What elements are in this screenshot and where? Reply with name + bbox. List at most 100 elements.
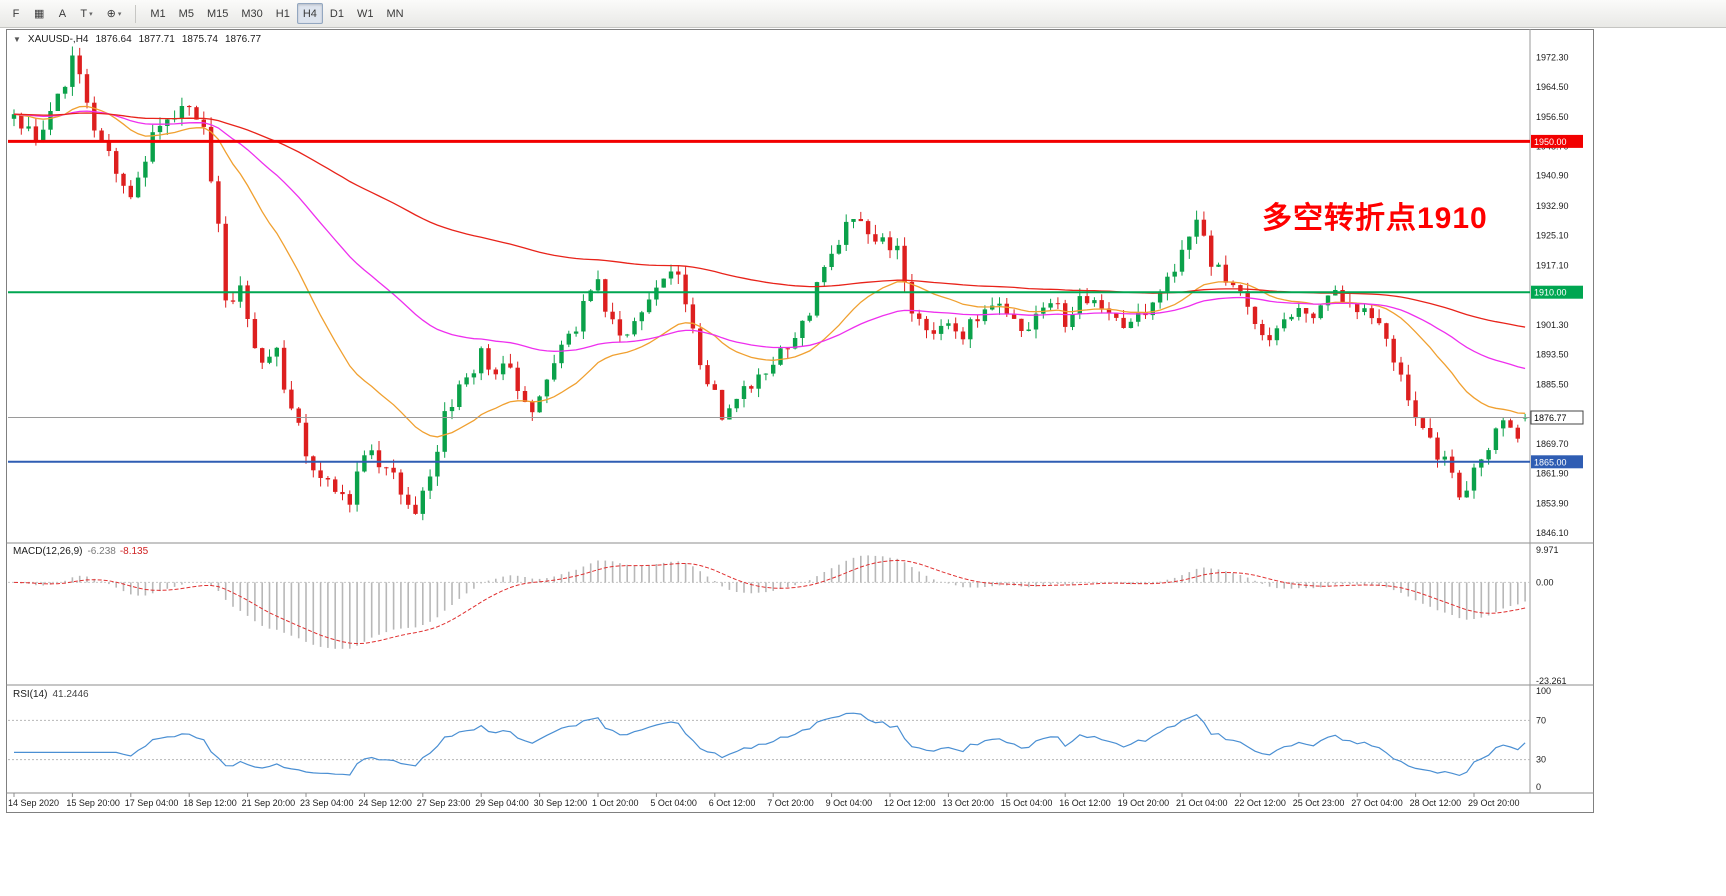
candle-down [187, 106, 192, 108]
candle-down [303, 422, 309, 457]
candle-down [114, 151, 119, 174]
candle-up [1026, 329, 1031, 331]
candle-up [595, 279, 601, 291]
candle-down [1457, 472, 1462, 498]
candle-down [887, 237, 893, 251]
timeframe-m5[interactable]: M5 [173, 3, 200, 24]
candle-up [1318, 305, 1323, 319]
candle-down [515, 367, 520, 391]
candle-up [895, 245, 900, 251]
time-axis-label: 29 Oct 20:00 [1468, 798, 1520, 808]
candle-down [1303, 308, 1309, 314]
cursor-a-icon[interactable]: A [52, 3, 72, 24]
toolbar-separator [135, 4, 137, 23]
time-axis-label: 13 Oct 20:00 [942, 798, 994, 808]
candle-down [858, 219, 863, 222]
time-axis-label: 21 Oct 04:00 [1176, 798, 1228, 808]
candle-down [406, 494, 411, 505]
timeframe-h4[interactable]: H4 [296, 3, 323, 24]
caret-down-icon: ▾ [117, 10, 122, 18]
candle-up [1157, 291, 1163, 303]
time-axis-label: 21 Sep 20:00 [242, 798, 296, 808]
time-axis-label: 27 Sep 23:00 [417, 798, 471, 808]
candle-up [566, 333, 571, 345]
candle-down [683, 274, 688, 305]
candle-down [1238, 285, 1243, 292]
macd-signal-value: -8.135 [119, 546, 149, 557]
candle-down [77, 55, 82, 75]
file-button[interactable]: F [6, 3, 26, 24]
timeframe-w1[interactable]: W1 [351, 3, 380, 24]
timeframe-d1[interactable]: D1 [324, 3, 350, 24]
chart-window: 1972.301964.501956.501948.701940.901932.… [0, 28, 1726, 896]
annotation-text[interactable]: 多空转折点1910 [1262, 202, 1488, 235]
candle-down [340, 492, 345, 495]
candle-up [179, 106, 185, 119]
timeframe-m30[interactable]: M30 [235, 3, 268, 24]
candle-up [836, 244, 842, 254]
timeframe-h1[interactable]: H1 [270, 3, 296, 24]
candle-up [1282, 319, 1287, 329]
candle-down [1267, 335, 1272, 341]
candle-up [1362, 308, 1367, 312]
timeframe-mn[interactable]: MN [380, 3, 409, 24]
candle-up [741, 386, 747, 399]
time-axis-label: 12 Oct 12:00 [884, 798, 936, 808]
macd-pane[interactable]: 9.971 0.00 -23.261 [8, 545, 1567, 686]
text-tool-icon[interactable]: T ▾ [74, 3, 98, 24]
symbol-collapse-icon[interactable]: ▼ [13, 35, 21, 44]
candle-up [997, 303, 1002, 306]
chart-canvas[interactable]: 1972.301964.501956.501948.701940.901932.… [6, 29, 1594, 813]
candle-up [844, 221, 849, 245]
tool-icons: ▦ A T ▾ ⊕ ▾ [28, 3, 127, 24]
macd-main-value: -6.238 [87, 546, 116, 557]
bar-open: 1876.64 [95, 34, 132, 45]
candle-up [1493, 428, 1499, 450]
candle-up [1325, 295, 1331, 306]
candle-down [909, 281, 915, 314]
candle-down [1508, 420, 1513, 428]
candle-up [938, 325, 944, 334]
candle-down [508, 363, 513, 368]
time-axis-label: 25 Oct 23:00 [1293, 798, 1345, 808]
timeframe-m1[interactable]: M1 [144, 3, 171, 24]
candle-up [449, 407, 455, 412]
candle-down [1245, 291, 1250, 307]
candle-up [646, 299, 652, 313]
candle-up [727, 408, 732, 420]
candle-up [756, 374, 761, 389]
candle-up [1216, 264, 1221, 267]
chart-frame [6, 29, 1594, 813]
candle-up [1048, 303, 1053, 308]
candle-up [946, 323, 951, 326]
candle-down [917, 313, 922, 319]
macd-axis-label: 0.00 [1536, 577, 1554, 587]
candle-up [267, 356, 272, 363]
time-axis-label: 1 Oct 20:00 [592, 798, 639, 808]
candle-up [1194, 219, 1199, 237]
candle-up [135, 177, 141, 198]
timeframe-m15[interactable]: M15 [201, 3, 234, 24]
draw-tool-icon[interactable]: ⊕ ▾ [101, 3, 128, 24]
rsi-axis-label: 0 [1536, 782, 1541, 792]
candle-down [194, 107, 199, 120]
candle-up [792, 338, 798, 349]
candle-up [1296, 308, 1301, 317]
time-axis-label: 5 Oct 04:00 [650, 798, 697, 808]
price-axis[interactable]: 1972.301964.501956.501948.701940.901932.… [1530, 52, 1584, 538]
time-axis[interactable]: 14 Sep 2020 15 Sep 20:00 17 Sep 04:00 18 Se… [8, 793, 1520, 808]
candle-down [260, 348, 265, 363]
rsi-pane[interactable]: 100 70 30 0 [8, 686, 1551, 792]
candle-up [369, 450, 374, 456]
price-axis-label: 1846.10 [1536, 528, 1569, 538]
candle-up [1077, 296, 1082, 315]
candle-down [902, 245, 907, 282]
candle-up [661, 278, 666, 288]
candle-up [457, 384, 462, 407]
candle-up [778, 348, 783, 365]
chart-grid-icon[interactable]: ▦ [28, 3, 50, 24]
candle-up [55, 93, 60, 111]
price-axis-label: 1885.50 [1536, 380, 1569, 390]
candle-down [522, 391, 528, 402]
candle-up [537, 396, 542, 413]
